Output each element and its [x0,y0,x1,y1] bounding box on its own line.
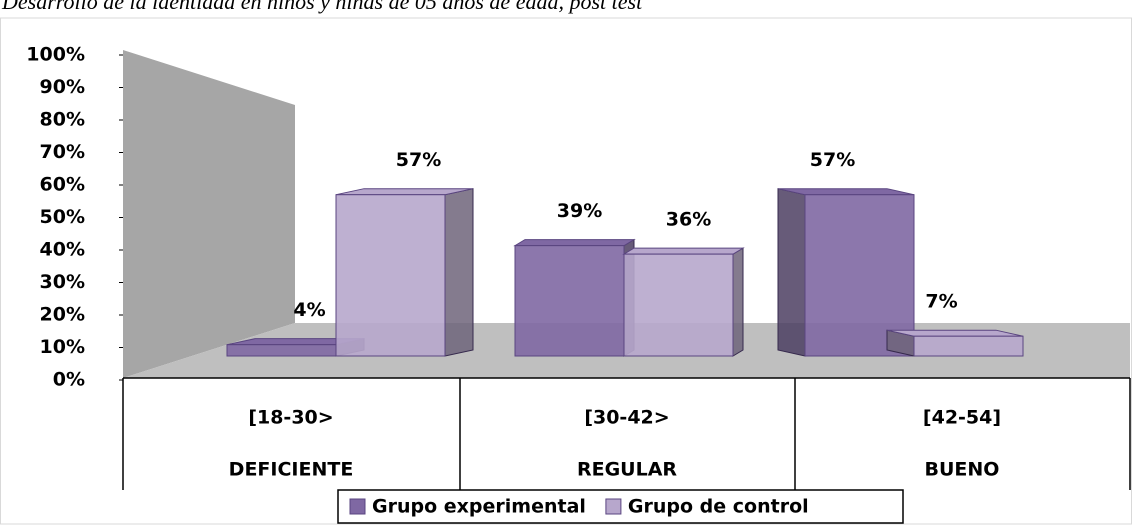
data-label: 57% [396,149,441,171]
bar [335,194,446,357]
bar-side [732,247,744,357]
bar-side [444,188,474,357]
y-tick-label: 10% [40,336,85,358]
y-tick-label: 30% [40,271,85,293]
legend-swatch [605,498,622,515]
y-tick-label: 0% [53,369,85,391]
legend-label: Grupo de control [628,496,809,518]
bar [623,253,734,357]
bar-top [622,247,745,255]
bar-side [777,188,806,357]
x-group-label: REGULAR [577,459,677,481]
bar [226,344,337,357]
category-grid [122,378,1131,490]
y-tick-label: 70% [40,141,85,163]
back-wall [123,50,295,378]
x-tick-label: [30-42> [584,407,669,429]
y-tick-label: 20% [40,304,85,326]
legend-swatch [349,498,366,515]
y-tick-label: 90% [40,76,85,98]
chart-title: Desarrollo de la identidad en niños y ni… [1,0,643,14]
y-tick-label: 50% [40,206,85,228]
data-label: 4% [293,299,325,321]
data-label: 39% [557,200,602,222]
x-tick-label: [18-30> [248,407,333,429]
bar [804,194,915,357]
data-label: 7% [925,291,957,313]
x-group-label: DEFICIENTE [229,459,354,481]
legend-label: Grupo experimental [372,496,586,518]
x-group-label: BUENO [925,459,1000,481]
x-tick-label: [42-54] [923,407,1001,429]
y-tick-label: 40% [40,239,85,261]
bar-top [513,239,636,247]
y-tick-label: 80% [40,109,85,131]
data-label: 57% [810,149,855,171]
bar [514,245,625,357]
bar [913,335,1024,357]
y-tick-label: 60% [40,174,85,196]
data-label: 36% [666,209,711,231]
y-tick-label: 100% [26,44,85,66]
